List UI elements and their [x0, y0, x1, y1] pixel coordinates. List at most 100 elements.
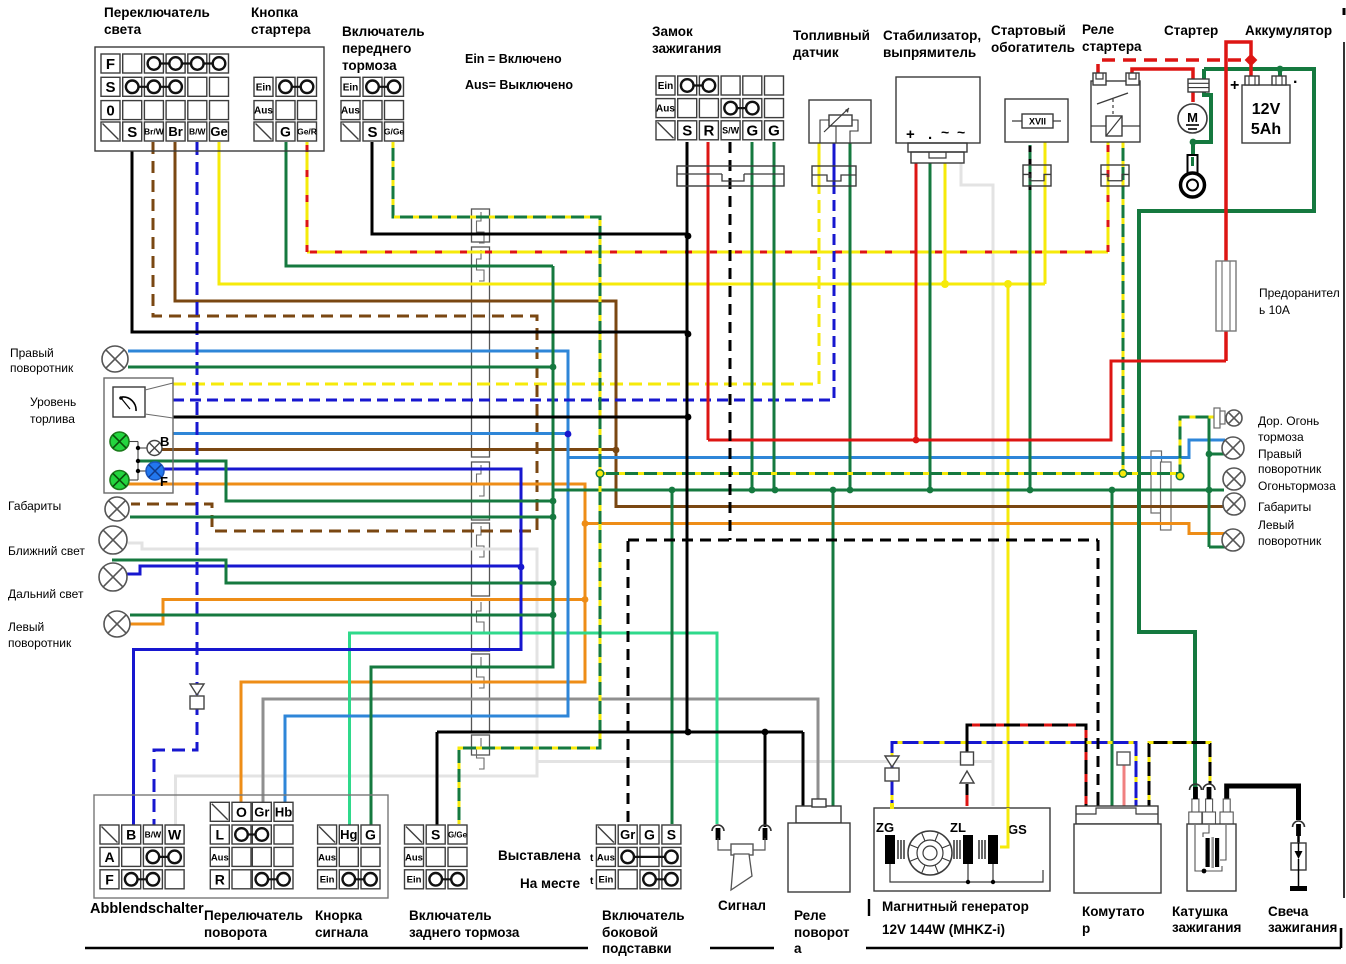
- svg-text:обогатитель: обогатитель: [991, 40, 1075, 55]
- svg-text:B/W: B/W: [189, 127, 207, 137]
- svg-text:Кнорка: Кнорка: [315, 908, 363, 923]
- svg-text:Gr: Gr: [620, 827, 635, 842]
- svg-text:Aus= Выключено: Aus= Выключено: [465, 78, 573, 92]
- svg-text:Aus: Aus: [341, 106, 360, 117]
- svg-text:На месте: На месте: [520, 876, 580, 891]
- svg-text:G/Ge: G/Ge: [384, 127, 405, 137]
- svg-text:Левый: Левый: [1258, 518, 1294, 532]
- svg-text:A: A: [104, 849, 114, 865]
- svg-text:L: L: [216, 827, 225, 843]
- svg-text:S: S: [367, 124, 377, 141]
- svg-text:S: S: [682, 123, 692, 140]
- svg-text:Ge: Ge: [210, 124, 227, 139]
- svg-text:Стартовый: Стартовый: [991, 23, 1066, 38]
- svg-text:~: ~: [957, 124, 965, 140]
- svg-text:+: +: [906, 126, 915, 143]
- svg-text:Hg: Hg: [340, 827, 357, 842]
- svg-text:поворот: поворот: [794, 925, 850, 940]
- svg-text:Ein: Ein: [407, 875, 422, 886]
- svg-text:Aus: Aus: [597, 852, 615, 863]
- svg-text:Ближний свет: Ближний свет: [8, 544, 85, 558]
- svg-text:Gr: Gr: [254, 804, 269, 819]
- svg-text:Левый: Левый: [8, 620, 44, 634]
- svg-text:M: M: [1187, 110, 1198, 125]
- svg-text:Замок: Замок: [652, 24, 693, 39]
- svg-text:+: +: [1230, 77, 1239, 94]
- svg-text:O: O: [236, 804, 247, 820]
- svg-text:F: F: [160, 474, 168, 489]
- svg-text:Перелючатель: Перелючатель: [204, 908, 303, 923]
- svg-text:Выставлена: Выставлена: [498, 848, 581, 863]
- svg-text:поворотник: поворотник: [1258, 534, 1322, 548]
- svg-text:Ein: Ein: [343, 82, 359, 93]
- svg-text:Ein: Ein: [320, 875, 335, 886]
- svg-text:S: S: [431, 827, 440, 843]
- svg-text:Топливный: Топливный: [793, 28, 870, 43]
- svg-text:Br/W: Br/W: [144, 127, 165, 137]
- svg-text:подставки: подставки: [602, 941, 672, 956]
- svg-text:Aus: Aus: [405, 852, 423, 863]
- svg-text:зажигания: зажигания: [652, 41, 721, 56]
- svg-text:стартера: стартера: [1082, 39, 1142, 54]
- svg-text:поворотник: поворотник: [8, 636, 72, 650]
- svg-text:W: W: [168, 827, 182, 843]
- svg-text:поворотник: поворотник: [10, 361, 74, 375]
- svg-text:Aus: Aus: [254, 106, 273, 117]
- svg-text:S: S: [667, 827, 676, 843]
- svg-text:Габариты: Габариты: [8, 499, 61, 513]
- svg-text:поворота: поворота: [204, 925, 268, 940]
- svg-text:Aus: Aus: [656, 104, 675, 115]
- svg-text:Hb: Hb: [275, 804, 292, 819]
- svg-text:B/W: B/W: [145, 830, 163, 840]
- svg-text:B: B: [126, 827, 136, 843]
- svg-text:тормоза: тормоза: [1258, 430, 1304, 444]
- svg-text:зажигания: зажигания: [1172, 920, 1241, 935]
- svg-text:Abblendschalter: Abblendschalter: [90, 901, 204, 917]
- svg-text:0: 0: [106, 103, 114, 120]
- svg-text:Свеча: Свеча: [1268, 904, 1309, 919]
- svg-text:Ein: Ein: [599, 875, 614, 886]
- svg-text:G: G: [280, 124, 291, 140]
- svg-text:Стартер: Стартер: [1164, 23, 1218, 38]
- svg-text:XVII: XVII: [1029, 117, 1046, 127]
- svg-text:Реле: Реле: [794, 908, 827, 923]
- svg-text:Ein: Ein: [256, 82, 272, 93]
- svg-text:ZL: ZL: [950, 820, 966, 835]
- svg-text:GS: GS: [1008, 822, 1027, 837]
- svg-text:Переключатель: Переключатель: [104, 5, 210, 20]
- svg-text:R: R: [215, 871, 225, 887]
- svg-text:зажигания: зажигания: [1268, 920, 1337, 935]
- svg-text:Уровень: Уровень: [30, 395, 76, 409]
- svg-text:G: G: [644, 827, 655, 843]
- svg-text:заднего тормоза: заднего тормоза: [409, 925, 520, 940]
- svg-text:~: ~: [941, 124, 949, 140]
- svg-text:света: света: [104, 22, 142, 37]
- svg-text:Aus: Aus: [318, 852, 336, 863]
- svg-text:Реле: Реле: [1082, 22, 1115, 37]
- svg-text:Кнопка: Кнопка: [251, 5, 299, 20]
- svg-text:G/Ge: G/Ge: [448, 830, 468, 839]
- svg-text:Aus: Aus: [211, 852, 229, 863]
- svg-text:Правый: Правый: [10, 346, 54, 360]
- svg-text:ZG: ZG: [876, 820, 894, 835]
- svg-text:S: S: [105, 79, 115, 96]
- svg-text:тормоза: тормоза: [342, 58, 397, 73]
- svg-text:12V 144W (MHKZ-i): 12V 144W (MHKZ-i): [882, 922, 1005, 937]
- svg-text:Дальний свет: Дальний свет: [8, 587, 84, 601]
- svg-text:переднего: переднего: [342, 41, 411, 56]
- svg-text:поворотник: поворотник: [1258, 462, 1322, 476]
- svg-text:Комутато: Комутато: [1082, 904, 1145, 919]
- svg-text:Дор. Огонь: Дор. Огонь: [1258, 414, 1319, 428]
- svg-text:торлива: торлива: [30, 412, 75, 426]
- svg-text:Правый: Правый: [1258, 447, 1302, 461]
- svg-text:Включатель: Включатель: [602, 908, 685, 923]
- svg-text:12V: 12V: [1252, 101, 1281, 118]
- svg-text:Катушка: Катушка: [1172, 904, 1228, 919]
- svg-text:B: B: [160, 434, 169, 449]
- svg-text:стартера: стартера: [251, 22, 311, 37]
- svg-text:G: G: [746, 123, 758, 140]
- svg-text:выпрямитель: выпрямитель: [883, 45, 976, 60]
- svg-text:боковой: боковой: [602, 925, 658, 940]
- svg-text:Огоньтормоза: Огоньтормоза: [1258, 479, 1336, 493]
- svg-text:5Ah: 5Ah: [1251, 121, 1281, 138]
